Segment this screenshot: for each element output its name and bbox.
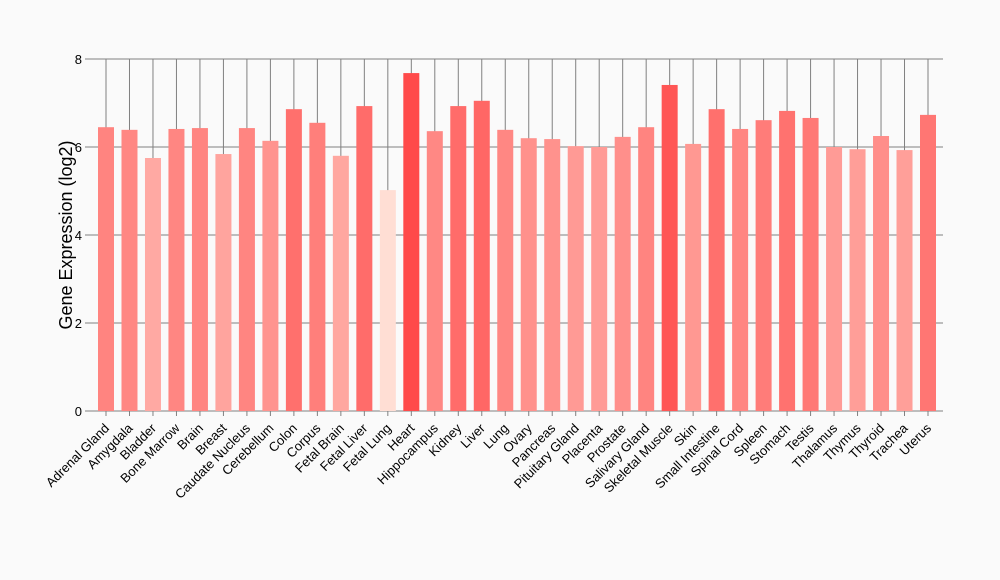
bar-amygdala <box>121 129 138 411</box>
bar-trachea <box>896 150 913 411</box>
bar-thalamus <box>826 147 843 411</box>
bar-lung <box>497 129 514 411</box>
bar-caudate-nucleus <box>238 128 255 411</box>
bar-fetal-brain <box>332 155 349 411</box>
bar-adrenal-gland <box>98 127 114 411</box>
bar-heart <box>403 73 420 411</box>
bar-spleen <box>755 120 772 411</box>
bar-testis <box>802 117 819 412</box>
bar-thyroid <box>873 136 890 411</box>
bar-prostate <box>614 136 631 411</box>
bar-bone-marrow <box>168 128 185 411</box>
bar-brain <box>191 128 208 411</box>
y-tick-label: 8 <box>75 52 82 67</box>
bar-cerebellum <box>262 140 279 411</box>
bar-placenta <box>591 147 608 411</box>
bar-uterus <box>920 114 936 411</box>
bar-spinal-cord <box>732 128 749 411</box>
bar-kidney <box>450 106 467 411</box>
bar-salivary-gland <box>638 127 655 411</box>
bar-hippocampus <box>426 131 443 411</box>
bar-pancreas <box>544 139 561 411</box>
bar-fetal-liver <box>356 106 373 411</box>
bar-small-intestine <box>708 109 725 411</box>
y-tick-label: 0 <box>75 404 82 419</box>
y-tick-label: 4 <box>75 228 82 243</box>
bar-fetal-lung <box>379 190 396 411</box>
y-tick-label: 6 <box>75 140 82 155</box>
bar-skeletal-muscle <box>661 84 678 412</box>
bar-stomach <box>779 110 796 412</box>
y-tick-label: 2 <box>75 316 82 331</box>
x-tick-label: Liver <box>457 420 488 451</box>
bar-skin <box>685 143 702 412</box>
bar-thymus <box>849 149 866 411</box>
bar-breast <box>215 154 232 412</box>
bar-corpus <box>309 122 326 412</box>
bar-bladder <box>144 158 161 411</box>
bar-liver <box>473 100 490 412</box>
bar-colon <box>285 109 302 411</box>
bar-ovary <box>520 138 537 411</box>
y-axis-label: Gene Expression (log2) <box>56 140 76 329</box>
bar-pituitary-gland <box>567 146 584 411</box>
